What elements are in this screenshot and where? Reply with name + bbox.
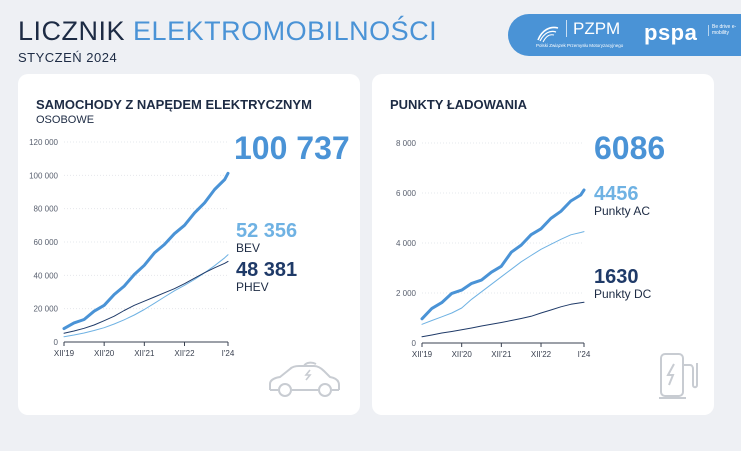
x-tick-label: XII'21 — [134, 349, 155, 358]
page-subtitle: STYCZEŃ 2024 — [18, 50, 118, 65]
x-tick-label: I'24 — [222, 349, 235, 358]
pzpm-logo-text: PZPM — [566, 20, 620, 37]
page-title-part1: LICZNIK — [18, 16, 126, 46]
charging-station-icon — [659, 353, 698, 399]
x-tick-label: XII'22 — [531, 350, 552, 359]
series-line-total — [420, 188, 586, 321]
y-tick-label: 80 000 — [34, 205, 59, 214]
pzpm-logo-subtext: Polski Związek Przemysłu Motoryzacyjnego — [536, 43, 624, 48]
y-tick-label: 100 000 — [29, 171, 58, 180]
x-tick-label: XII'19 — [54, 349, 75, 358]
y-tick-label: 60 000 — [34, 238, 59, 247]
series-line-phev — [63, 260, 229, 334]
total-value: 6086 — [594, 130, 666, 166]
total-value: 100 737 — [234, 130, 350, 166]
y-tick-label: 6 000 — [396, 189, 417, 198]
chart-electric-cars: 0 20 000 40 000 60 000 80 000 100 000 120 000 X… — [29, 138, 235, 358]
y-tick-label: 120 000 — [29, 138, 58, 147]
dc-label: Punkty DC — [594, 287, 652, 301]
pspa-logo-subtext: Be drive e-mobility — [708, 24, 741, 36]
page-title-part2: ELEKTROMOBILNOŚCI — [133, 16, 438, 46]
phev-value: 48 381 — [236, 259, 298, 281]
ac-label: Punkty AC — [594, 204, 651, 218]
series-line-total — [62, 171, 230, 331]
pzpm-logo-icon — [537, 26, 559, 43]
y-tick-label: 8 000 — [396, 139, 417, 148]
bev-label: BEV — [236, 241, 261, 255]
phev-label: PHEV — [236, 280, 269, 294]
y-tick-label: 4 000 — [396, 239, 417, 248]
page-title: LICZNIK ELEKTROMOBILNOŚCI — [18, 18, 437, 45]
x-tick-label: XII'20 — [94, 349, 115, 358]
y-tick-label: 0 — [412, 339, 417, 348]
x-tick-label: XII'22 — [174, 349, 195, 358]
x-tick-label: I'24 — [578, 350, 591, 359]
x-tick-label: XII'20 — [452, 350, 473, 359]
y-tick-label: 20 000 — [34, 305, 59, 314]
y-tick-label: 0 — [54, 338, 59, 347]
card-subtitle: OSOBOWE — [36, 114, 95, 126]
chart-charging-points: 0 2 000 4 000 6 000 8 000 XII'19 XII'20 XII'21 X… — [396, 139, 591, 359]
y-tick-label: 40 000 — [34, 271, 59, 280]
card-title: SAMOCHODY Z NAPĘDEM ELEKTRYCZNYM — [36, 97, 312, 112]
card-charging-points: PUNKTY ŁADOWANIA 0 2 000 4 000 6 000 8 000 XI… — [372, 74, 714, 415]
pspa-logo-text: pspa — [644, 20, 698, 45]
electric-car-icon — [269, 361, 340, 397]
x-tick-label: XII'19 — [412, 350, 433, 359]
series-line-bev — [63, 254, 229, 338]
y-tick-label: 2 000 — [396, 289, 417, 298]
series-line-dc — [421, 301, 585, 338]
dc-value: 1630 — [594, 266, 639, 288]
series-line-ac — [421, 231, 585, 325]
card-title: PUNKTY ŁADOWANIA — [390, 97, 527, 112]
ac-value: 4456 — [594, 183, 639, 205]
card-electric-cars: SAMOCHODY Z NAPĘDEM ELEKTRYCZNYM OSOBOWE… — [18, 74, 360, 415]
logo-bar: PZPM Polski Związek Przemysłu Motoryzacy… — [508, 14, 741, 56]
x-tick-label: XII'21 — [491, 350, 512, 359]
bev-value: 52 356 — [236, 220, 298, 242]
